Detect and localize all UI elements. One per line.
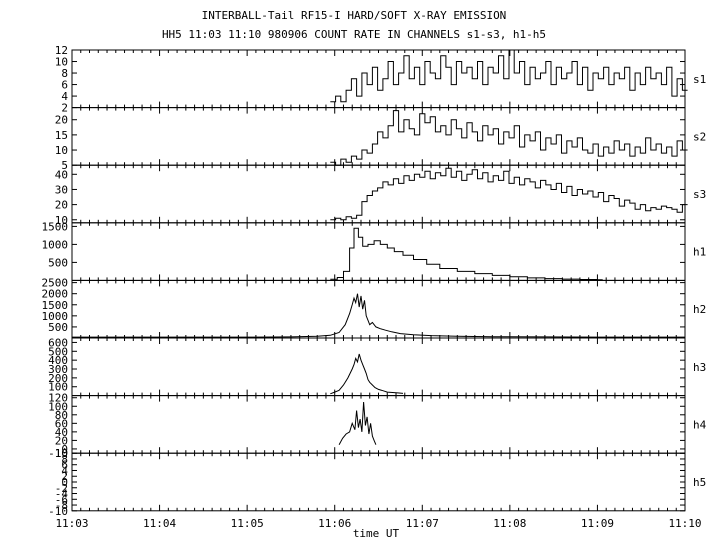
y-tick-label: 40 <box>55 426 68 439</box>
x-tick-label: 11:06 <box>318 517 351 530</box>
y-tick-label: 15 <box>55 129 68 142</box>
panel-s2: 5 10 15 20 s2 <box>55 107 706 172</box>
y-tick-label: 1500 <box>42 299 69 312</box>
panel-frame <box>71 452 686 512</box>
y-tick-label: 60 <box>55 417 68 430</box>
x-axis-label: time UT <box>353 527 400 540</box>
channel-label-s3: s3 <box>693 188 706 201</box>
y-tick-label: 1000 <box>42 310 69 323</box>
y-tick-label: 10 <box>55 214 68 227</box>
y-tick-label: 0 <box>61 476 68 489</box>
y-tick-label: 80 <box>55 409 68 422</box>
y-tick-label: 0 <box>61 443 68 456</box>
series-h4 <box>338 401 377 445</box>
time-axis: 11:03 11:04 11:05 11:06 11:07 11:08 11:09 11:10 <box>55 517 701 530</box>
y-tick-label: 4 <box>61 90 68 103</box>
y-tick-label: 200 <box>48 372 68 385</box>
channel-label-h2: h2 <box>693 303 706 316</box>
y-tick-label: 2 <box>61 102 68 115</box>
y-tick-label: 6 <box>61 79 68 92</box>
y-tick-label: 500 <box>48 321 68 334</box>
y-tick-label: -10 <box>48 505 68 518</box>
panel-frame <box>71 279 686 339</box>
y-tick-label: 400 <box>48 354 68 367</box>
y-tick-label: 20 <box>55 199 68 212</box>
y-tick-label: -6 <box>55 493 68 506</box>
y-tick-label: 2000 <box>42 288 69 301</box>
y-tick-label: 100 <box>48 400 68 413</box>
y-tick-label: 500 <box>48 256 68 269</box>
y-tick-label: 20 <box>55 114 68 127</box>
panel-s3: 10 20 30 40 s3 <box>55 164 706 227</box>
panel-frame <box>71 222 686 281</box>
y-tick-label: 10 <box>55 144 68 157</box>
x-tick-label: 11:09 <box>581 517 614 530</box>
y-tick-label: 20 <box>55 434 68 447</box>
x-tick-label: 11:10 <box>668 517 701 530</box>
channel-label-h1: h1 <box>693 246 706 259</box>
x-tick-label: 11:07 <box>406 517 439 530</box>
y-tick-label: 1000 <box>42 238 69 251</box>
y-tick-label: -4 <box>55 488 69 501</box>
y-tick-label: 10 <box>55 56 68 69</box>
y-tick-label: 30 <box>55 183 68 196</box>
series-s1 <box>330 49 688 103</box>
series-s2 <box>330 110 688 166</box>
x-tick-label: 11:05 <box>231 517 264 530</box>
chart-title: INTERBALL-Tail RF15-I HARD/SOFT X-RAY EM… <box>202 9 507 22</box>
chart-subtitle: HH5 11:03 11:10 980906 COUNT RATE IN CHA… <box>162 28 546 41</box>
y-tick-label: 300 <box>48 363 68 376</box>
y-tick-label: -2 <box>55 482 68 495</box>
panel-h1: 500 1000 1500 h1 <box>42 220 706 281</box>
y-tick-label: 500 <box>48 345 68 358</box>
y-tick-label: 120 <box>48 392 68 405</box>
y-tick-label: 2 <box>61 470 68 483</box>
channel-label-h3: h3 <box>693 361 706 374</box>
y-tick-label: 2500 <box>42 277 69 290</box>
y-tick-label: 4 <box>61 464 68 477</box>
channel-label-s2: s2 <box>693 130 706 143</box>
channel-label-h5: h5 <box>693 476 706 489</box>
series-s3 <box>330 167 688 221</box>
y-tick-label: -10 <box>48 447 68 460</box>
y-tick-label: 12 <box>55 44 68 57</box>
x-tick-label: 11:08 <box>493 517 526 530</box>
series-h2 <box>72 293 685 338</box>
x-tick-label: 11:04 <box>143 517 176 530</box>
y-tick-label: 40 <box>55 168 68 181</box>
y-tick-label: 6 <box>61 459 68 472</box>
y-tick-label: -8 <box>55 499 68 512</box>
y-tick-label: 100 <box>48 381 68 394</box>
channel-label-s1: s1 <box>693 73 706 86</box>
panel-frame <box>71 337 686 397</box>
y-tick-label: 600 <box>48 336 68 349</box>
y-tick-label: 10 <box>55 447 68 460</box>
channel-label-h4: h4 <box>693 418 707 431</box>
series-h1 <box>330 227 603 281</box>
panels-group: 24681012s15101520s210203040s350010001500… <box>42 44 707 518</box>
y-tick-label: 1500 <box>42 220 69 233</box>
x-tick-label: 11:03 <box>55 517 88 530</box>
series-h3 <box>330 353 404 395</box>
y-tick-label: 8 <box>61 453 68 466</box>
panel-frame <box>71 107 686 166</box>
y-tick-label: 5 <box>61 159 68 172</box>
y-tick-label: 8 <box>61 67 68 80</box>
panel-frame <box>71 395 686 454</box>
